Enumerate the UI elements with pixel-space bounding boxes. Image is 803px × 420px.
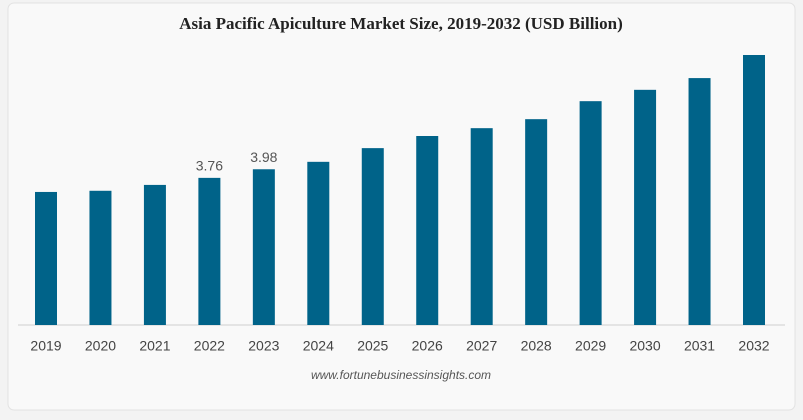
bar <box>35 191 57 325</box>
x-tick-label: 2025 <box>357 338 388 354</box>
bar <box>743 55 765 325</box>
x-tick-label: 2031 <box>684 338 715 354</box>
bar <box>579 101 602 325</box>
bar <box>416 136 439 325</box>
x-tick-label: 2032 <box>738 338 769 354</box>
x-tick-label: 2022 <box>194 338 225 354</box>
bar <box>89 190 112 325</box>
x-tick-label: 2027 <box>466 338 497 354</box>
bar <box>252 169 275 325</box>
x-tick-label: 2026 <box>412 338 443 354</box>
x-tick-label: 2020 <box>85 338 116 354</box>
card <box>7 2 796 411</box>
x-tick-label: 2021 <box>139 338 170 354</box>
bar <box>634 89 657 326</box>
bar <box>525 119 548 325</box>
bar <box>470 128 493 325</box>
data-label: 3.98 <box>250 149 277 165</box>
x-tick-label: 2028 <box>521 338 552 354</box>
bar <box>688 78 711 325</box>
bar <box>307 161 330 325</box>
chart-title: Asia Pacific Apiculture Market Size, 201… <box>179 14 623 33</box>
x-tick-label: 2030 <box>629 338 660 354</box>
bar <box>143 184 166 325</box>
x-tick-label: 2019 <box>30 338 61 354</box>
bar <box>361 148 384 325</box>
x-tick-label: 2024 <box>303 338 334 354</box>
x-tick-label: 2023 <box>248 338 279 354</box>
data-label: 3.76 <box>196 158 223 174</box>
source: www.fortunebusinessinsights.com <box>311 368 491 382</box>
x-tick-label: 2029 <box>575 338 606 354</box>
bar <box>198 177 221 325</box>
